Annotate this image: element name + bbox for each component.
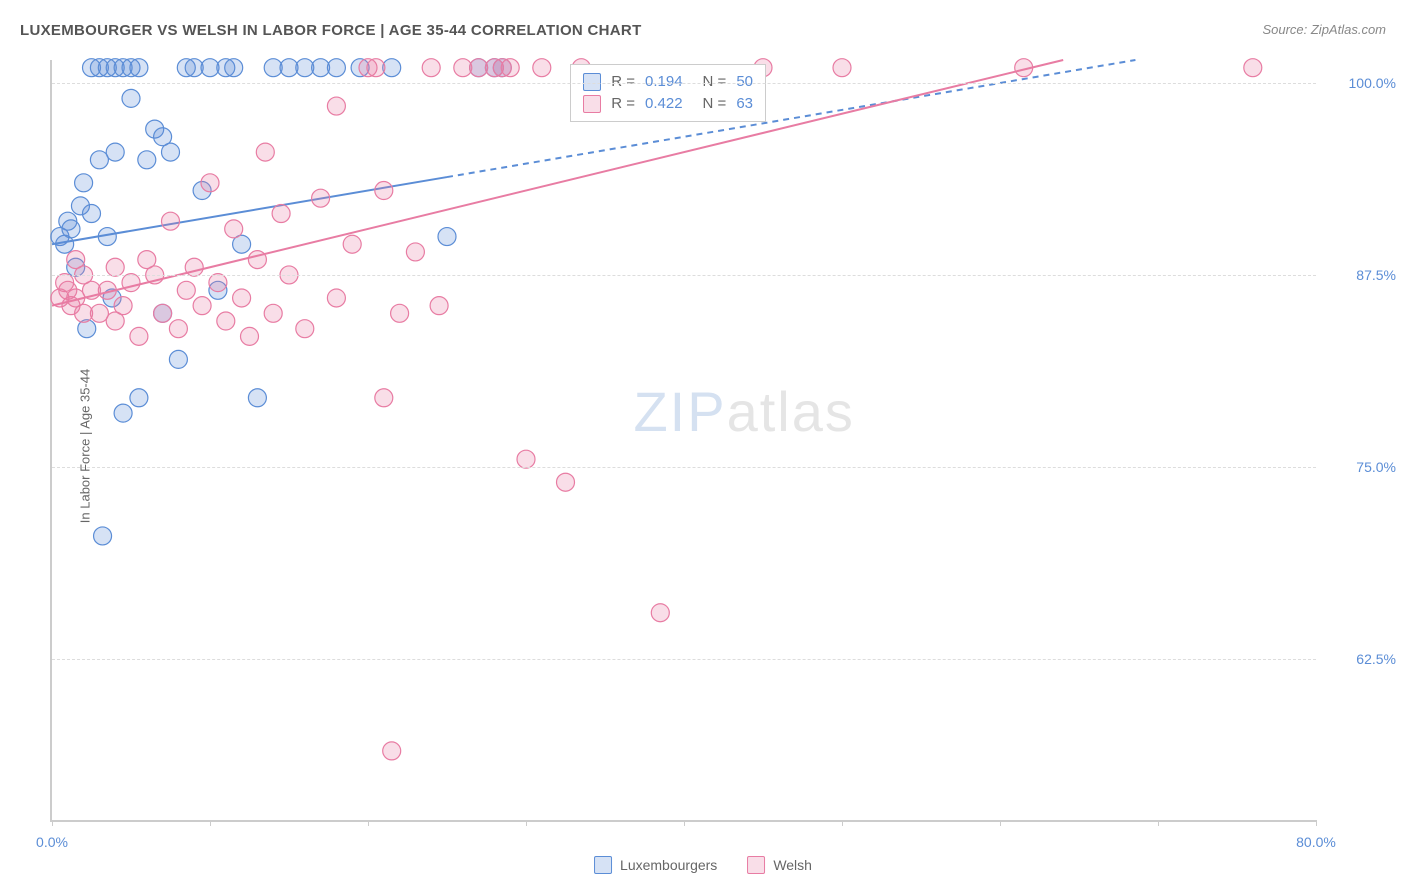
data-point <box>375 389 393 407</box>
data-point <box>233 289 251 307</box>
data-point <box>557 473 575 491</box>
chart-title: LUXEMBOURGER VS WELSH IN LABOR FORCE | A… <box>20 22 642 39</box>
legend-swatch-luxembourgers <box>594 856 612 874</box>
data-point <box>209 274 227 292</box>
gridline <box>52 275 1316 276</box>
data-point <box>130 59 148 77</box>
data-point <box>162 212 180 230</box>
data-point <box>256 143 274 161</box>
source-label: Source: ZipAtlas.com <box>1262 22 1386 37</box>
data-point <box>312 189 330 207</box>
data-point <box>193 297 211 315</box>
data-point <box>264 304 282 322</box>
data-point <box>225 220 243 238</box>
data-point <box>391 304 409 322</box>
data-point <box>114 404 132 422</box>
data-point <box>383 742 401 760</box>
stats-n-value-1: 50 <box>736 73 753 90</box>
data-point <box>327 59 345 77</box>
stats-n-label-2: N = <box>703 95 727 112</box>
legend-swatch-welsh <box>747 856 765 874</box>
plot-svg <box>52 60 1316 820</box>
x-tick <box>684 820 685 826</box>
stats-n-label-1: N = <box>703 73 727 90</box>
legend-item-luxembourgers: Luxembourgers <box>594 856 717 874</box>
x-tick <box>1158 820 1159 826</box>
x-tick-label-right: 80.0% <box>1296 834 1336 850</box>
data-point <box>169 320 187 338</box>
x-tick <box>210 820 211 826</box>
x-tick <box>52 820 53 826</box>
stats-row-1: R = 0.194 N = 50 <box>583 71 753 93</box>
x-tick <box>842 820 843 826</box>
data-point <box>201 174 219 192</box>
y-tick-label: 62.5% <box>1356 651 1396 667</box>
data-point <box>177 281 195 299</box>
legend-label-welsh: Welsh <box>773 857 812 873</box>
data-point <box>651 604 669 622</box>
data-point <box>296 320 314 338</box>
x-tick <box>368 820 369 826</box>
plot-area: ZIPatlas R = 0.194 N = 50 R = 0.422 N = … <box>50 60 1316 822</box>
x-tick <box>1316 820 1317 826</box>
data-point <box>833 59 851 77</box>
data-point <box>501 59 519 77</box>
data-point <box>327 289 345 307</box>
data-point <box>533 59 551 77</box>
y-tick-label: 87.5% <box>1356 267 1396 283</box>
data-point <box>154 304 172 322</box>
data-point <box>343 235 361 253</box>
legend-label-luxembourgers: Luxembourgers <box>620 857 717 873</box>
data-point <box>122 89 140 107</box>
legend-item-welsh: Welsh <box>747 856 812 874</box>
data-point <box>130 327 148 345</box>
data-point <box>1244 59 1262 77</box>
data-point <box>62 220 80 238</box>
stats-n-value-2: 63 <box>736 95 753 112</box>
data-point <box>367 59 385 77</box>
stats-r-label-1: R = <box>611 73 635 90</box>
data-point <box>241 327 259 345</box>
gridline <box>52 659 1316 660</box>
y-tick-label: 100.0% <box>1349 75 1396 91</box>
data-point <box>422 59 440 77</box>
x-tick <box>526 820 527 826</box>
data-point <box>106 143 124 161</box>
x-tick-label-left: 0.0% <box>36 834 68 850</box>
data-point <box>217 312 235 330</box>
gridline <box>52 467 1316 468</box>
data-point <box>94 527 112 545</box>
data-point <box>169 350 187 368</box>
data-point <box>106 258 124 276</box>
y-tick-label: 75.0% <box>1356 459 1396 475</box>
legend-bottom: Luxembourgers Welsh <box>594 856 812 874</box>
stats-r-label-2: R = <box>611 95 635 112</box>
data-point <box>517 450 535 468</box>
x-tick <box>1000 820 1001 826</box>
gridline <box>52 83 1316 84</box>
data-point <box>130 389 148 407</box>
stats-r-value-2: 0.422 <box>645 95 683 112</box>
data-point <box>162 143 180 161</box>
data-point <box>272 205 290 223</box>
data-point <box>438 228 456 246</box>
data-point <box>225 59 243 77</box>
trend-line-dashed <box>447 60 1135 177</box>
data-point <box>114 297 132 315</box>
chart-container: LUXEMBOURGER VS WELSH IN LABOR FORCE | A… <box>0 0 1406 892</box>
data-point <box>327 97 345 115</box>
stats-box: R = 0.194 N = 50 R = 0.422 N = 63 <box>570 64 766 122</box>
data-point <box>406 243 424 261</box>
stats-r-value-1: 0.194 <box>645 73 683 90</box>
data-point <box>430 297 448 315</box>
stats-row-2: R = 0.422 N = 63 <box>583 93 753 115</box>
stats-swatch-luxembourgers <box>583 73 601 91</box>
data-point <box>75 174 93 192</box>
data-point <box>138 151 156 169</box>
data-point <box>83 205 101 223</box>
data-point <box>248 389 266 407</box>
stats-swatch-welsh <box>583 95 601 113</box>
data-point <box>375 182 393 200</box>
